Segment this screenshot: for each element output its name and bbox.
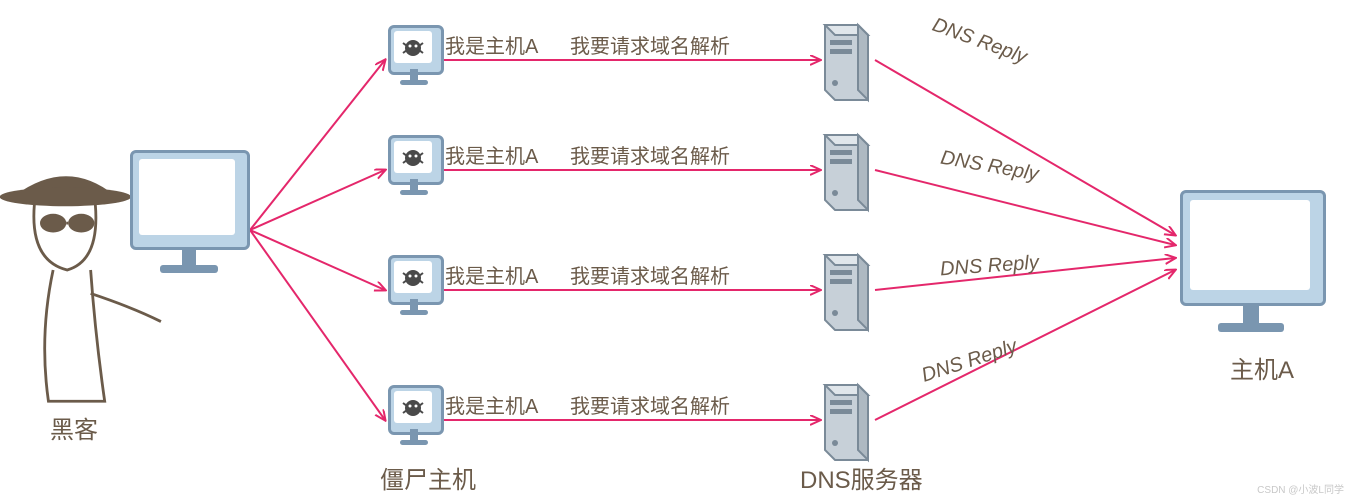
dns-caption: DNS服务器 <box>800 460 923 495</box>
diagram-stage: { "colors": { "arrow": "#e4276b", "text"… <box>0 0 1352 500</box>
dns-server-icon <box>820 375 875 465</box>
reply-label: DNS Reply <box>929 14 1030 69</box>
host-a-monitor <box>1180 190 1330 350</box>
zombie-monitor <box>388 255 448 335</box>
host-a-caption: 主机A <box>1230 350 1294 385</box>
dns-server-icon <box>820 245 875 335</box>
bug-icon <box>400 35 426 61</box>
reply-label: DNS Reply <box>919 335 1020 387</box>
request-label-a: 我是主机A <box>445 390 538 419</box>
zombie-monitor <box>388 135 448 215</box>
zombie-monitor <box>388 25 448 105</box>
request-label-b: 我要请求域名解析 <box>570 260 730 289</box>
bug-icon <box>400 395 426 421</box>
request-label-a: 我是主机A <box>445 140 538 169</box>
hacker-caption: 黑客 <box>50 410 98 445</box>
dns-server-icon <box>820 15 875 105</box>
bug-icon <box>400 145 426 171</box>
hacker-monitor <box>130 150 250 290</box>
reply-label: DNS Reply <box>939 252 1039 282</box>
request-label-b: 我要请求域名解析 <box>570 140 730 169</box>
bug-icon <box>400 265 426 291</box>
reply-label: DNS Reply <box>939 147 1040 187</box>
request-label-a: 我是主机A <box>445 30 538 59</box>
request-label-b: 我要请求域名解析 <box>570 30 730 59</box>
dns-server-icon <box>820 125 875 215</box>
zombie-caption: 僵尸主机 <box>380 460 476 495</box>
watermark: CSDN @小波L同学 <box>1257 481 1344 496</box>
request-label-a: 我是主机A <box>445 260 538 289</box>
zombie-monitor <box>388 385 448 465</box>
request-label-b: 我要请求域名解析 <box>570 390 730 419</box>
